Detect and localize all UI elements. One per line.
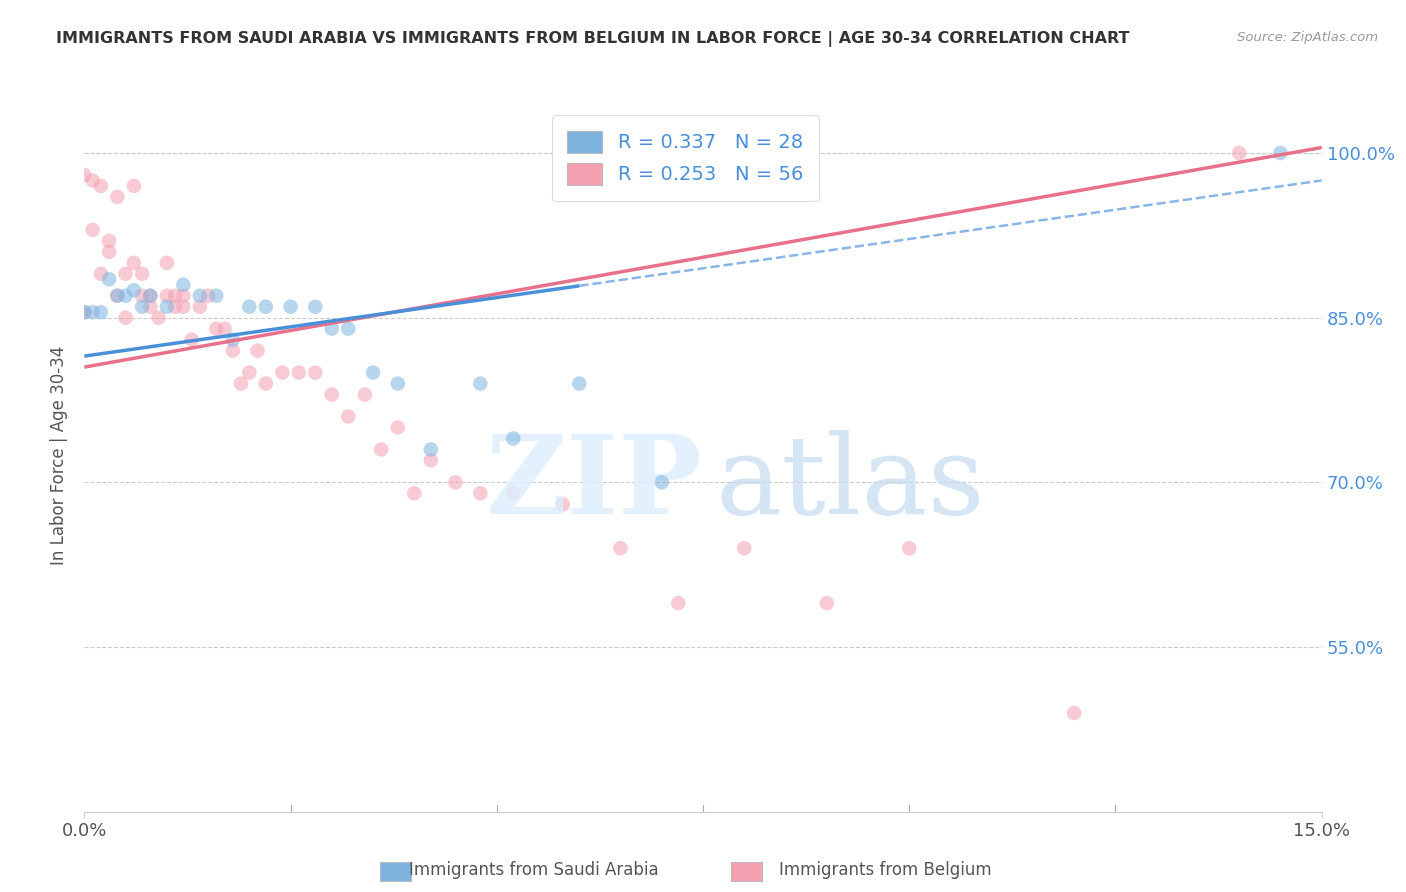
Point (122, 283, 145, 297)
Point (238, 366, 260, 380)
Point (609, 541, 631, 556)
Point (205, 321, 228, 335)
Point (90, 267, 112, 281)
Point (148, 310, 170, 325)
Point (156, 300, 179, 314)
Point (1063, 706, 1085, 720)
Point (188, 300, 211, 314)
Point (214, 321, 236, 335)
Point (165, 300, 187, 314)
Point (304, 366, 326, 380)
Point (131, 267, 153, 281)
Point (222, 343, 245, 358)
Point (551, 497, 574, 511)
Point (90, 178, 112, 193)
Point (172, 277, 194, 292)
Point (568, 376, 591, 391)
Point (139, 289, 162, 303)
Point (815, 596, 838, 610)
Point (105, 190, 128, 204)
Point (337, 321, 360, 335)
Point (321, 321, 343, 335)
Point (370, 442, 392, 457)
Point (280, 300, 302, 314)
Point (98, 234, 121, 248)
Point (172, 289, 194, 303)
Point (131, 289, 153, 303)
Point (156, 289, 179, 303)
Point (73, 305, 96, 319)
Point (197, 289, 219, 303)
Point (353, 387, 375, 401)
Point (361, 366, 384, 380)
Point (470, 486, 492, 500)
Legend: R = 0.337   N = 28, R = 0.253   N = 56: R = 0.337 N = 28, R = 0.253 N = 56 (553, 115, 818, 201)
Point (165, 289, 187, 303)
Point (1227, 146, 1250, 161)
Point (82, 223, 104, 237)
Point (90, 305, 112, 319)
Y-axis label: In Labor Force | Age 30-34: In Labor Force | Age 30-34 (51, 345, 69, 565)
Text: Source: ZipAtlas.com: Source: ZipAtlas.com (1237, 31, 1378, 45)
Point (222, 333, 245, 347)
Point (254, 300, 277, 314)
Point (238, 300, 260, 314)
Point (733, 541, 755, 556)
Point (387, 420, 409, 434)
Point (419, 453, 441, 467)
Point (105, 289, 128, 303)
Point (404, 486, 426, 500)
Point (82, 173, 104, 187)
Point (387, 376, 409, 391)
Point (114, 310, 136, 325)
Point (114, 289, 136, 303)
Point (502, 432, 524, 446)
Point (502, 486, 524, 500)
Text: ZIP: ZIP (486, 430, 703, 537)
Point (321, 387, 343, 401)
Text: atlas: atlas (716, 430, 986, 537)
Point (139, 300, 162, 314)
Point (205, 289, 228, 303)
Point (1270, 146, 1292, 161)
Point (122, 256, 145, 270)
Point (898, 541, 921, 556)
Point (114, 267, 136, 281)
Point (73, 168, 96, 182)
Point (304, 300, 326, 314)
Point (105, 289, 128, 303)
Point (229, 376, 252, 391)
Point (180, 333, 202, 347)
Point (139, 289, 162, 303)
Point (254, 376, 277, 391)
Point (82, 305, 104, 319)
Point (73, 305, 96, 319)
Point (470, 376, 492, 391)
Point (337, 409, 360, 424)
Point (188, 289, 211, 303)
Point (444, 475, 467, 490)
Point (172, 300, 194, 314)
Text: Immigrants from Belgium: Immigrants from Belgium (779, 861, 993, 879)
Point (666, 596, 689, 610)
Point (246, 343, 269, 358)
Point (122, 178, 145, 193)
Point (98, 244, 121, 259)
Point (651, 475, 673, 490)
Point (419, 442, 441, 457)
Text: IMMIGRANTS FROM SAUDI ARABIA VS IMMIGRANTS FROM BELGIUM IN LABOR FORCE | AGE 30-: IMMIGRANTS FROM SAUDI ARABIA VS IMMIGRAN… (56, 31, 1130, 47)
Point (288, 366, 311, 380)
Point (271, 366, 294, 380)
Text: Immigrants from Saudi Arabia: Immigrants from Saudi Arabia (409, 861, 659, 879)
Point (131, 300, 153, 314)
Point (98, 272, 121, 286)
Point (156, 256, 179, 270)
